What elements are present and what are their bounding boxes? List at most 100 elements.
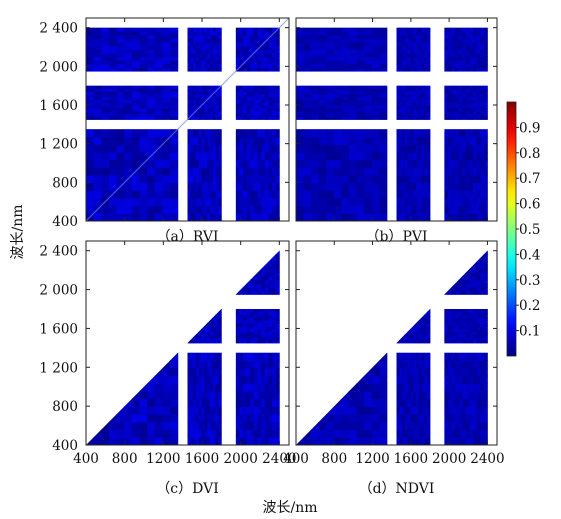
heat-cell xyxy=(257,198,262,207)
heat-cell xyxy=(413,205,417,214)
heat-cell xyxy=(465,45,470,50)
heat-cell xyxy=(416,190,420,199)
heat-cell xyxy=(364,152,373,161)
heat-cell xyxy=(257,111,262,115)
heat-cell xyxy=(210,49,214,54)
heat-cell xyxy=(444,175,449,184)
heat-cell xyxy=(86,258,95,263)
heat-cell xyxy=(264,198,269,207)
heat-cell xyxy=(243,53,248,58)
heat-cell xyxy=(476,198,481,207)
heat-cell xyxy=(212,398,217,407)
heat-cell xyxy=(427,320,431,324)
heat-cell xyxy=(108,102,118,106)
heat-cell xyxy=(257,337,262,341)
heat-cell xyxy=(101,429,110,438)
heat-cell xyxy=(131,129,140,138)
heat-cell xyxy=(447,136,452,145)
heat-cell xyxy=(190,63,194,68)
heat-cell xyxy=(418,317,423,321)
heat-cell xyxy=(139,254,148,259)
heat-cell xyxy=(421,88,425,92)
heat-cell xyxy=(187,159,191,168)
heat-cell xyxy=(139,152,148,161)
heat-cell xyxy=(465,213,470,221)
heat-cell xyxy=(379,56,388,61)
heat-cell xyxy=(116,34,125,39)
heat-cell xyxy=(444,334,449,338)
heat-cell xyxy=(421,205,425,214)
heat-cell xyxy=(427,113,431,118)
heat-cell xyxy=(275,337,280,341)
heat-cell xyxy=(264,391,269,400)
heat-cell xyxy=(371,398,380,407)
heat-cell xyxy=(379,287,388,292)
heat-cell xyxy=(364,437,373,445)
heat-cell xyxy=(473,96,478,101)
heat-cell xyxy=(424,198,428,207)
heat-cell xyxy=(246,190,251,199)
heat-cell xyxy=(207,314,211,318)
heat-cell xyxy=(303,213,312,221)
heat-cell xyxy=(195,102,200,106)
heat-cell xyxy=(402,108,406,112)
heat-cell xyxy=(341,290,350,295)
heat-cell xyxy=(416,136,420,145)
heat-cell xyxy=(296,152,304,161)
heat-cell xyxy=(458,311,463,316)
heat-cell xyxy=(250,265,255,270)
heat-cell xyxy=(187,391,191,400)
heat-cell xyxy=(364,375,373,384)
heat-cell xyxy=(268,198,273,207)
heat-cell xyxy=(239,437,244,445)
heat-cell xyxy=(465,334,470,338)
heat-cell xyxy=(424,88,428,92)
heat-cell xyxy=(268,38,273,43)
heat-cell xyxy=(371,136,380,145)
heat-cell xyxy=(190,88,194,92)
heat-cell xyxy=(418,213,423,221)
heat-cell xyxy=(201,129,205,138)
heat-cell xyxy=(396,167,400,176)
heat-cell xyxy=(170,375,179,384)
heat-cell xyxy=(396,129,400,138)
heat-cell xyxy=(147,31,156,36)
heat-cell xyxy=(147,383,156,392)
heat-cell xyxy=(207,383,211,392)
heat-cell xyxy=(458,190,463,199)
heat-cell xyxy=(418,113,423,118)
heat-cell xyxy=(124,429,133,438)
heat-cell xyxy=(396,108,400,112)
heat-cell xyxy=(416,309,420,313)
heat-cell xyxy=(413,331,417,335)
heat-cell xyxy=(257,272,262,277)
heat-cell xyxy=(379,421,388,431)
heat-cell xyxy=(243,96,248,101)
heat-cell xyxy=(418,360,423,369)
heat-cell xyxy=(404,34,409,39)
heat-cell xyxy=(235,102,240,106)
heat-cell xyxy=(296,129,304,138)
heat-cell xyxy=(212,159,217,168)
heat-cell xyxy=(469,311,474,316)
heat-cell xyxy=(215,116,219,120)
heat-cell xyxy=(210,34,214,39)
heat-cell xyxy=(275,205,280,214)
heat-cell xyxy=(451,375,456,384)
heat-cell xyxy=(139,91,148,95)
heat-cell xyxy=(462,331,467,335)
heat-cell xyxy=(264,352,269,361)
heat-cell xyxy=(371,261,380,266)
heat-cell xyxy=(399,91,403,95)
heat-cell xyxy=(333,290,342,295)
heat-cell xyxy=(250,337,255,341)
heat-cell xyxy=(93,429,102,438)
heat-cell xyxy=(371,49,380,54)
heat-cell xyxy=(333,268,342,273)
heat-cell xyxy=(201,326,205,330)
heat-cell xyxy=(86,352,95,361)
heat-cell xyxy=(116,152,125,161)
heat-cell xyxy=(218,94,222,98)
heat-cell xyxy=(162,290,171,295)
heat-cell xyxy=(93,159,102,168)
